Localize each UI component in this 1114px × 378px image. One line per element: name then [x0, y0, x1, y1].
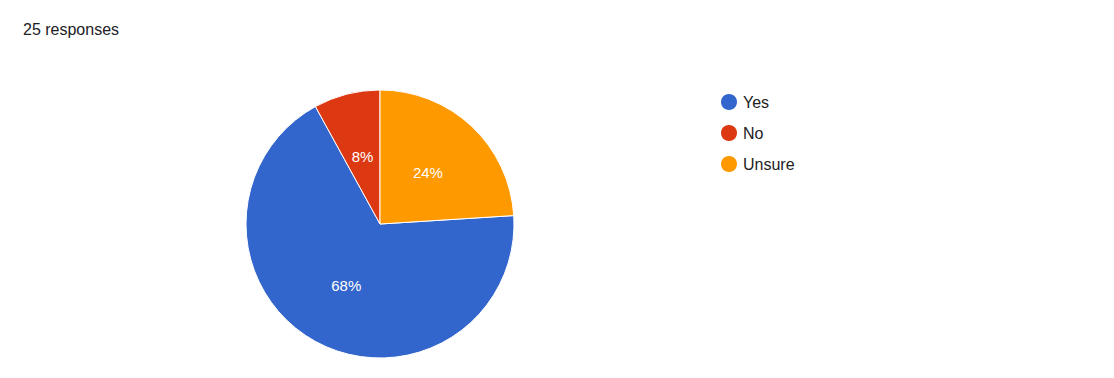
svg-text:Yes: Yes: [743, 94, 769, 111]
svg-text:24%: 24%: [413, 164, 443, 181]
svg-text:68%: 68%: [331, 277, 361, 294]
svg-text:Unsure: Unsure: [743, 156, 795, 173]
svg-text:8%: 8%: [352, 148, 374, 165]
svg-text:No: No: [743, 125, 764, 142]
svg-text:25 responses: 25 responses: [23, 21, 119, 38]
